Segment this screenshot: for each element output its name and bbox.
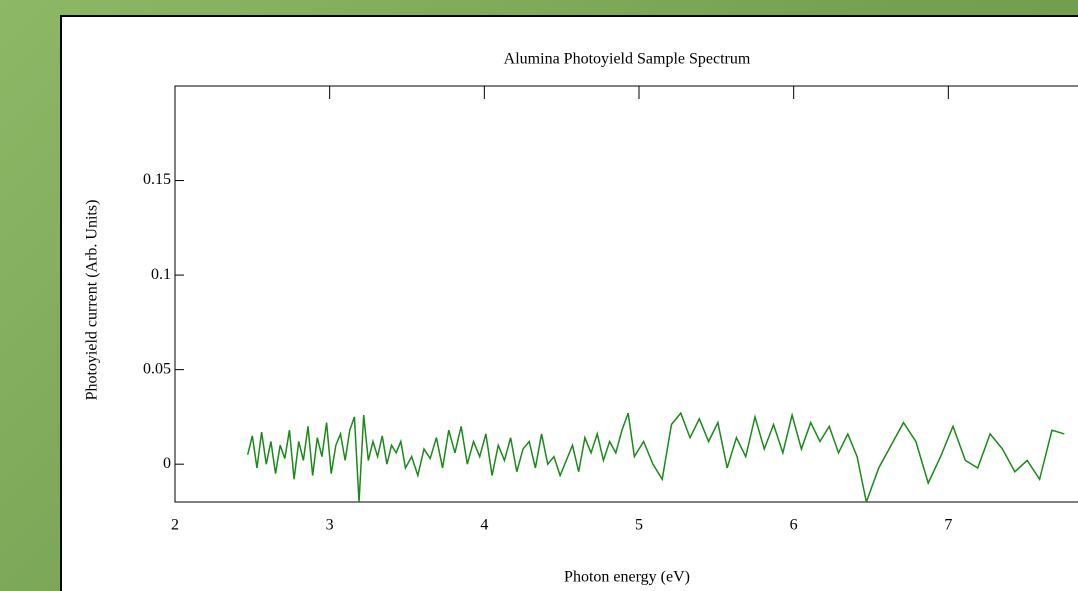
x-tick-label: 3	[326, 517, 334, 534]
y-tick-label: 0	[163, 455, 171, 472]
x-tick-label: 6	[790, 517, 798, 534]
y-tick-label: 0.1	[151, 266, 171, 283]
y-tick-label: 0.15	[143, 171, 171, 188]
chart-panel	[60, 15, 1078, 591]
x-tick-label: 5	[635, 517, 643, 534]
data-line	[246, 411, 1065, 502]
y-tick-label: 0.05	[143, 360, 171, 377]
chart-title: Alumina Photoyield Sample Spectrum	[504, 51, 751, 68]
plot-frame	[174, 85, 1078, 503]
x-tick-label: 4	[480, 517, 488, 534]
x-axis-label: Photon energy (eV)	[564, 569, 690, 586]
x-tick-label: 2	[171, 517, 179, 534]
y-axis-label: Photoyield current (Arb. Units)	[84, 200, 101, 401]
x-tick-label: 7	[944, 517, 952, 534]
